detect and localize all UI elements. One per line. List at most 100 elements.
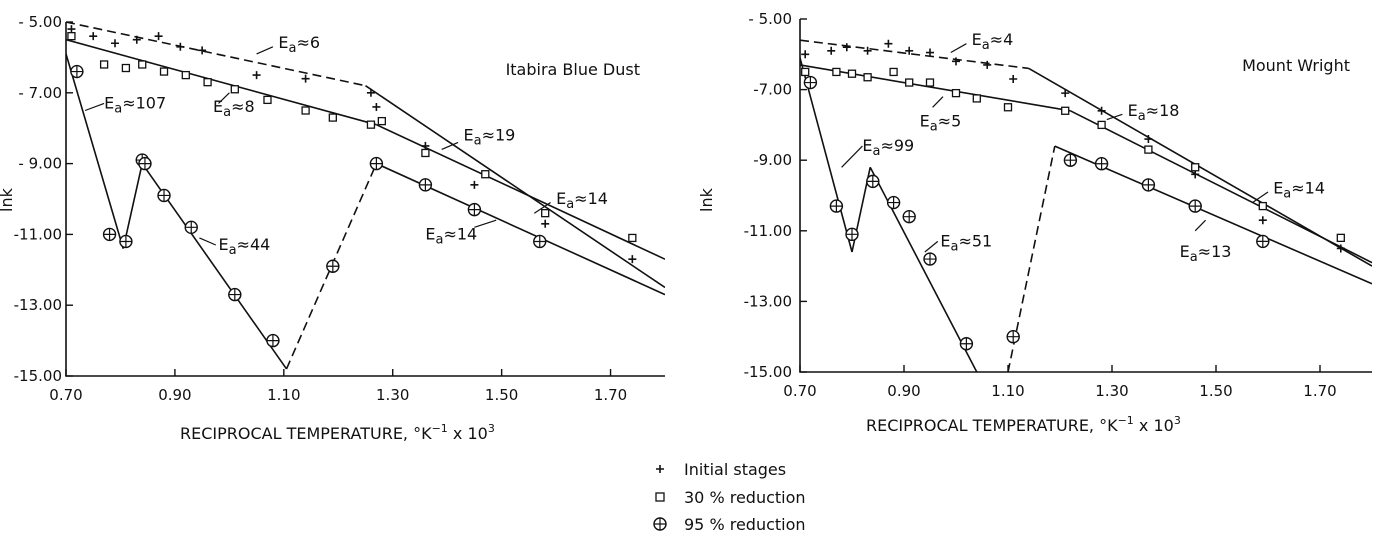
circle-plus-cross xyxy=(70,65,83,78)
series-plus xyxy=(67,25,637,264)
square-marker xyxy=(377,116,386,126)
fit-line xyxy=(376,123,665,260)
y-tick-label: - 7.00 xyxy=(18,84,62,102)
ea-label: Ea≈13 xyxy=(1180,242,1232,265)
square-marker xyxy=(263,95,272,105)
series-plus xyxy=(801,39,1345,253)
circle-plus-cross xyxy=(138,157,151,170)
plus-marker xyxy=(1009,75,1018,84)
chart-title: Mount Wright xyxy=(1242,56,1350,75)
square-marker xyxy=(889,67,898,77)
ea-annotation: Ea≈19 xyxy=(441,125,515,150)
y-tick-label: -13.00 xyxy=(744,292,792,310)
circle-plus-cross xyxy=(1007,330,1020,343)
x-tick-label: 0.70 xyxy=(49,386,82,404)
y-axis-label: lnk xyxy=(697,187,716,212)
ea-leader-line xyxy=(1252,191,1269,204)
y-tick-label: -15.00 xyxy=(744,363,792,381)
circle-plus-marker xyxy=(467,202,482,217)
circle-plus-marker xyxy=(845,227,859,242)
y-tick-label: -11.00 xyxy=(744,222,792,240)
square-marker xyxy=(972,94,981,103)
series-square xyxy=(801,67,1345,243)
circle-plus-marker xyxy=(70,64,84,79)
circle-plus-cross xyxy=(924,253,936,266)
circle-plus-cross xyxy=(326,260,339,273)
ea-annotation: Ea≈51 xyxy=(924,231,992,254)
circle-plus-cross xyxy=(185,221,198,234)
fit-line xyxy=(1054,145,1372,285)
circle-plus-marker xyxy=(1188,199,1202,213)
x-axis-label: RECIPROCAL TEMPERATURE, °K−1 x 103 xyxy=(180,422,495,443)
ea-leader-line xyxy=(218,92,230,104)
circle-plus-marker xyxy=(184,220,198,235)
circle-plus-cross xyxy=(468,203,481,216)
circle-plus-marker xyxy=(959,337,974,351)
plus-marker xyxy=(801,50,810,59)
plus-marker xyxy=(366,88,375,97)
ea-leader-line xyxy=(1194,219,1207,232)
circle-plus-cross xyxy=(266,334,279,347)
x-tick-label: 1.70 xyxy=(594,386,627,404)
square-marker xyxy=(301,106,310,115)
y-tick-label: -11.00 xyxy=(14,225,62,243)
ea-annotation: Ea≈5 xyxy=(920,96,961,134)
plus-marker xyxy=(952,57,960,66)
square-marker xyxy=(67,32,76,41)
y-tick-label: - 5.00 xyxy=(18,13,62,31)
fit-line xyxy=(365,85,665,289)
circle-plus-cross xyxy=(419,178,432,191)
plus-marker xyxy=(926,48,934,57)
square-marker xyxy=(99,60,109,69)
fit-line xyxy=(800,64,1071,112)
plus-marker xyxy=(89,32,98,41)
square-marker xyxy=(847,69,857,78)
square-marker xyxy=(230,85,239,94)
x-tick-label: 0.90 xyxy=(158,386,191,404)
square-marker xyxy=(628,233,637,243)
circle-plus-cross xyxy=(960,337,973,350)
y-tick-label: -15.00 xyxy=(14,367,62,385)
x-tick-label: 1.50 xyxy=(1199,382,1232,400)
circle-plus-marker xyxy=(102,227,117,242)
ea-label: Ea≈99 xyxy=(862,136,914,159)
ea-label: Ea≈4 xyxy=(972,30,1014,53)
x-tick-label: 1.10 xyxy=(267,386,300,404)
plus-marker-icon xyxy=(656,465,664,473)
plus-marker xyxy=(884,39,893,48)
circle-plus-marker xyxy=(1006,330,1020,344)
circle-plus-cross xyxy=(533,235,546,248)
square-marker xyxy=(181,70,190,80)
circle-plus-marker xyxy=(326,259,340,273)
plus-marker xyxy=(67,25,76,34)
ea-label: Ea≈14 xyxy=(556,189,608,212)
plus-marker xyxy=(863,46,872,55)
series-circle-plus xyxy=(803,75,1270,351)
x-tick-label: 0.70 xyxy=(783,382,816,400)
legend-item-initial-stages: Initial stages xyxy=(656,460,786,479)
square-marker xyxy=(1003,103,1013,112)
plus-marker xyxy=(1258,216,1267,225)
ea-leader-line xyxy=(256,46,274,55)
y-tick-label: - 9.00 xyxy=(18,155,62,173)
ea-leader-line xyxy=(474,219,497,228)
y-tick-label: - 5.00 xyxy=(748,10,792,28)
circle-plus-marker xyxy=(533,234,547,249)
chart-mount-wright: - 5.00 -7.00 -9.00 -11.00 -13.00 -15.000.70 0.… xyxy=(697,10,1372,435)
circle-plus-cross xyxy=(228,288,241,301)
circle-plus-marker xyxy=(1141,178,1156,192)
circle-plus-marker xyxy=(866,174,880,189)
circle-plus-marker xyxy=(886,195,901,210)
circle-plus-cross xyxy=(846,228,858,241)
y-axis-label: lnk xyxy=(0,187,16,212)
plus-marker xyxy=(628,255,637,264)
circle-plus-cross xyxy=(1256,235,1269,248)
plus-marker xyxy=(1144,135,1153,144)
ea-annotation: Ea≈14 xyxy=(425,219,497,247)
plus-marker xyxy=(176,42,185,51)
ea-label: Ea≈6 xyxy=(278,33,320,56)
ea-label: Ea≈14 xyxy=(1273,178,1325,201)
square-marker xyxy=(905,78,914,87)
y-tick-label: -13.00 xyxy=(14,296,62,314)
ea-leader-line xyxy=(533,201,551,214)
